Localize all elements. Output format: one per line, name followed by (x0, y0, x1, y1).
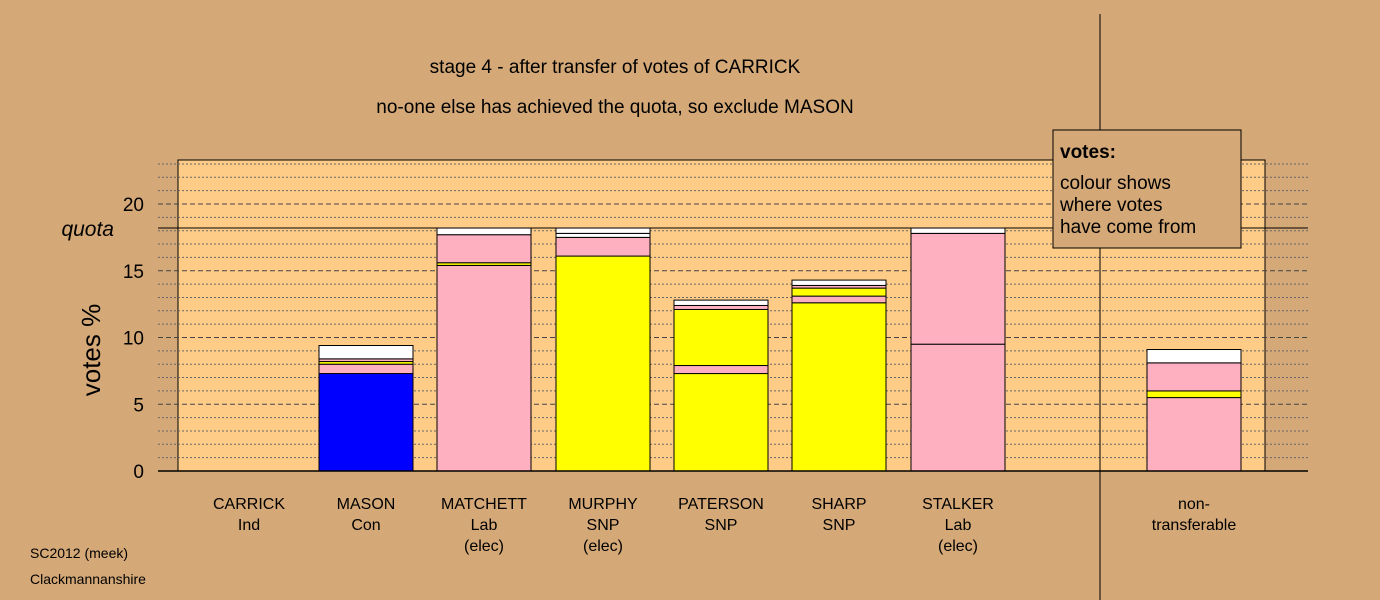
candidate-party-paterson: SNP (705, 517, 738, 534)
bar-murphy-segment-3 (555, 227, 651, 234)
candidate-elected-stalker: (elec) (938, 538, 978, 555)
bar-sharp-segment-2 (791, 287, 887, 297)
legend-frame (1052, 129, 1242, 249)
y-tick-label: 20 (123, 195, 144, 216)
legend-box: votes: colour shows where votes have com… (1052, 129, 1242, 249)
bar-paterson-segment-2 (673, 308, 769, 367)
footer-line-1: SC2012 (meek) (30, 545, 128, 561)
candidate-labels: CARRICK Ind MASON Con MATCHETT Lab (elec) MURPH… (213, 496, 1236, 555)
candidate-party-mason: Con (351, 517, 380, 534)
y-tick-label: 5 (133, 395, 144, 416)
bar-murphy-segment-1 (555, 236, 651, 257)
y-tick-label: 15 (123, 262, 144, 283)
chart-subtitle: no-one else has achieved the quota, so e… (376, 97, 853, 118)
nontransferable-label-2: transferable (1152, 517, 1237, 534)
bar-mason-segment-0 (318, 373, 414, 472)
bar-paterson-segment-3 (673, 304, 769, 310)
candidate-name-sharp: SHARP (811, 496, 866, 513)
bar-matchett-segment-3 (436, 227, 532, 236)
y-tick-label: 10 (123, 329, 144, 350)
candidate-name-matchett: MATCHETT (441, 496, 527, 513)
y-axis-label: votes % (76, 304, 106, 397)
bar-paterson-segment-4 (673, 299, 769, 306)
bar-stalker-segment-1 (910, 232, 1006, 345)
bar-mason-segment-1 (318, 363, 414, 375)
bar-sharp-segment-4 (791, 279, 887, 286)
quota-label: quota (61, 218, 114, 241)
bar-sharp-segment-1 (791, 295, 887, 304)
legend-line-3: have come from (1060, 217, 1196, 238)
bar-matchett-segment-0 (436, 264, 532, 472)
legend-line-1: colour shows (1060, 173, 1171, 194)
candidate-elected-matchett: (elec) (464, 538, 504, 555)
bar-nontransferable-segment-0 (1146, 397, 1242, 472)
bar-nontransferable-segment-3 (1146, 349, 1242, 364)
footer-line-2: Clackmannanshire (30, 571, 146, 587)
bar-murphy-segment-0 (555, 255, 651, 472)
candidate-party-murphy: SNP (587, 517, 620, 534)
bar-nontransferable-segment-1 (1146, 390, 1242, 399)
candidate-name-paterson: PATERSON (678, 496, 764, 513)
bar-mason-segment-4 (318, 345, 414, 360)
bar-stalker-segment-0 (910, 343, 1006, 472)
y-tick-label: 0 (133, 462, 144, 483)
bar-sharp-segment-0 (791, 302, 887, 472)
legend-line-2: where votes (1059, 195, 1162, 216)
candidate-party-sharp: SNP (823, 517, 856, 534)
y-axis: 0 5 10 15 20 (123, 195, 144, 483)
bar-matchett-segment-2 (436, 234, 532, 264)
chart-title: stage 4 - after transfer of votes of CAR… (430, 57, 801, 78)
bars (318, 227, 1242, 472)
bar-murphy-segment-2 (555, 232, 651, 238)
bar-nontransferable-segment-2 (1146, 362, 1242, 392)
candidate-name-mason: MASON (337, 496, 396, 513)
candidate-party-stalker: Lab (945, 517, 972, 534)
candidate-party-carrick: Ind (238, 517, 260, 534)
nontransferable-label-1: non- (1178, 496, 1210, 513)
candidate-name-murphy: MURPHY (568, 496, 638, 513)
bar-paterson-segment-0 (673, 373, 769, 472)
bar-stalker-segment-2 (910, 227, 1006, 234)
candidate-elected-murphy: (elec) (583, 538, 623, 555)
legend-title: votes: (1060, 142, 1116, 163)
candidate-name-carrick: CARRICK (213, 496, 285, 513)
bar-paterson-segment-1 (673, 365, 769, 375)
candidate-party-matchett: Lab (471, 517, 498, 534)
candidate-name-stalker: STALKER (922, 496, 994, 513)
